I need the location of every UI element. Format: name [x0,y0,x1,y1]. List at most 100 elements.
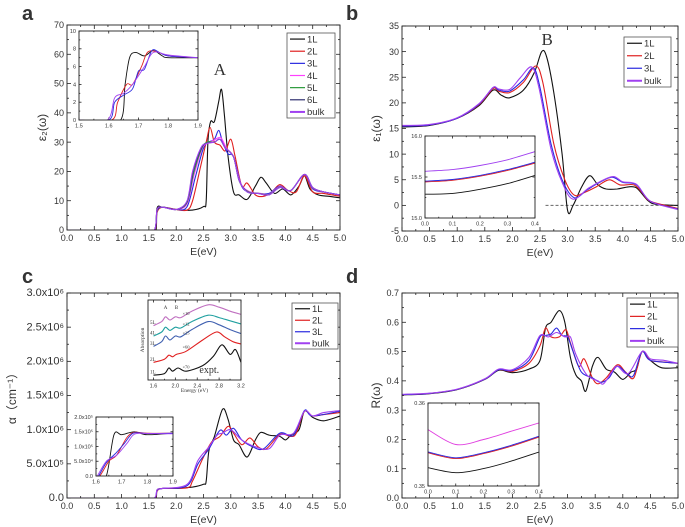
x-tick-label: 0.0 [61,233,74,243]
plot-background [425,136,535,218]
x-tick-label: 3.5 [252,233,265,243]
series-line-4L [153,314,241,337]
y-tick-label: 0.1 [386,464,399,474]
inset-peak-label: A [164,306,168,311]
plot-frame [427,402,540,487]
x-tick-label: 2.0 [170,501,183,511]
x-tick-label: 0.0 [421,222,429,228]
y-tick-label: 30 [54,137,64,147]
panel-a: 0.0 0.5 1.0 1.5 2.0 2.5 3.0 3.5 4.0 4.5 5.00102030… [22,3,346,258]
x-tick-label: 1.5 [479,501,492,511]
plot-background [96,417,173,476]
y-tick-label: 15.5 [411,175,422,181]
series-group [428,422,539,474]
x-tick-label: 1.0 [451,501,464,511]
y-tick-label: 10 [54,196,64,206]
y-tick-label: 5.0x10⁴ [74,458,94,465]
legend-label-2L: 2L [307,47,318,58]
series-line-1L [425,174,535,195]
series-line-bulk [96,432,173,476]
zoom-inset: 1.6 1.7 1.8 1.9 0.0 5.0x10⁴ 1.0x10⁵ 1.5x10⁵ 2.0x… [74,414,177,486]
series-line-bulk [67,138,340,230]
y-axis-label: α（cm⁻¹） [5,367,19,424]
y-tick-label: 16.0 [411,134,422,140]
y-tick-label: 1.0x10⁶ [26,424,64,436]
plot-frame [78,30,199,121]
x-tick-label: 4.5 [306,501,319,511]
legend-label-1L: 1L [644,39,655,50]
layer-label-3L: 3L [150,342,156,347]
x-tick-label: 4.0 [279,233,292,243]
x-axis-label: E(eV) [190,246,217,258]
series-line-2L [153,331,241,363]
inset-x-axis-label: Energy (eV) [181,387,208,394]
series-line-2L [425,162,535,183]
plot-frame [95,416,174,477]
series-group [402,310,678,396]
legend-label-bulk: bulk [647,336,665,347]
y-tick-label: 2 [73,100,76,106]
x-tick-label: 1.5 [75,124,83,130]
x-tick-label: 3.5 [252,501,265,511]
x-tick-label: 4.5 [644,501,657,511]
peak-annotation: A [214,60,227,79]
x-tick-label: 4.0 [617,234,630,244]
x-tick-label: 1.8 [164,124,172,130]
plot-frame [66,292,341,499]
legend-label-4L: 4L [307,71,318,82]
layer-label-1L: 1L [150,371,156,376]
legend-label-bulk: bulk [312,339,330,350]
y-tick-label: 0.3 [386,405,399,415]
x-tick-label: 0.1 [449,222,457,228]
y-tick-label: 4 [73,82,76,88]
y-tick-label: 0 [59,225,64,235]
x-tick-label: 1.9 [169,480,177,486]
legend-box [623,36,672,88]
series-group [153,304,241,376]
panel-label: a [22,3,34,25]
series-line-1L [79,50,198,120]
legend-label-1L: 1L [647,299,658,310]
x-tick-label: 1.9 [194,124,202,130]
panel-label: b [346,3,358,25]
x-tick-label: 2.0 [170,233,183,243]
layer-label-5L: 5L [150,321,156,326]
x-axis-label: E(eV) [527,247,554,259]
x-axis-label: E(eV) [190,514,217,526]
y-axis-label: ε₂(ω) [35,114,49,141]
x-tick-label: 0.0 [424,490,432,496]
y-tick-label: 1.0x10⁵ [74,443,93,450]
y-tick-label: -5 [391,226,399,236]
y-tick-label: 40 [54,108,64,118]
x-tick-label: 3.5 [589,234,602,244]
x-tick-label: 1.5 [143,501,156,511]
x-tick-label: 1.7 [118,480,126,486]
x-tick-label: 0.2 [480,490,488,496]
zoom-inset: 0.0 0.1 0.2 0.3 0.4 15.0 15.5 16.0 [411,134,539,228]
series-line-1L [428,451,539,474]
y-tick-label: 20 [54,167,64,177]
x-tick-label: 0.5 [88,233,101,243]
legend-label-2L: 2L [312,316,323,327]
scale-factor-2L: ×60 [182,345,190,350]
x-tick-label: 2.0 [506,234,519,244]
x-tick-label: 0.0 [61,501,74,511]
plot-background [428,403,539,486]
x-tick-label: 0.0 [396,234,409,244]
x-tick-label: 3.0 [561,501,574,511]
peak-annotation: B [542,30,553,49]
y-tick-label: 70 [54,20,64,30]
y-axis-label: R(ω) [369,382,383,408]
x-tick-label: 2.4 [193,384,201,390]
y-tick-label: 10 [70,29,76,35]
x-tick-label: 1.7 [135,124,143,130]
zoom-inset: 0.0 0.1 0.2 0.3 0.4 0.35 0.36 [414,401,543,496]
y-tick-label: 50 [54,79,64,89]
y-tick-label: 10 [389,149,399,159]
y-tick-label: 0.7 [386,288,399,298]
series-line-bulk [67,409,340,498]
y-tick-label: 2.5x10⁶ [26,321,64,333]
y-tick-label: 0 [394,201,399,211]
x-tick-label: 0.1 [452,490,460,496]
